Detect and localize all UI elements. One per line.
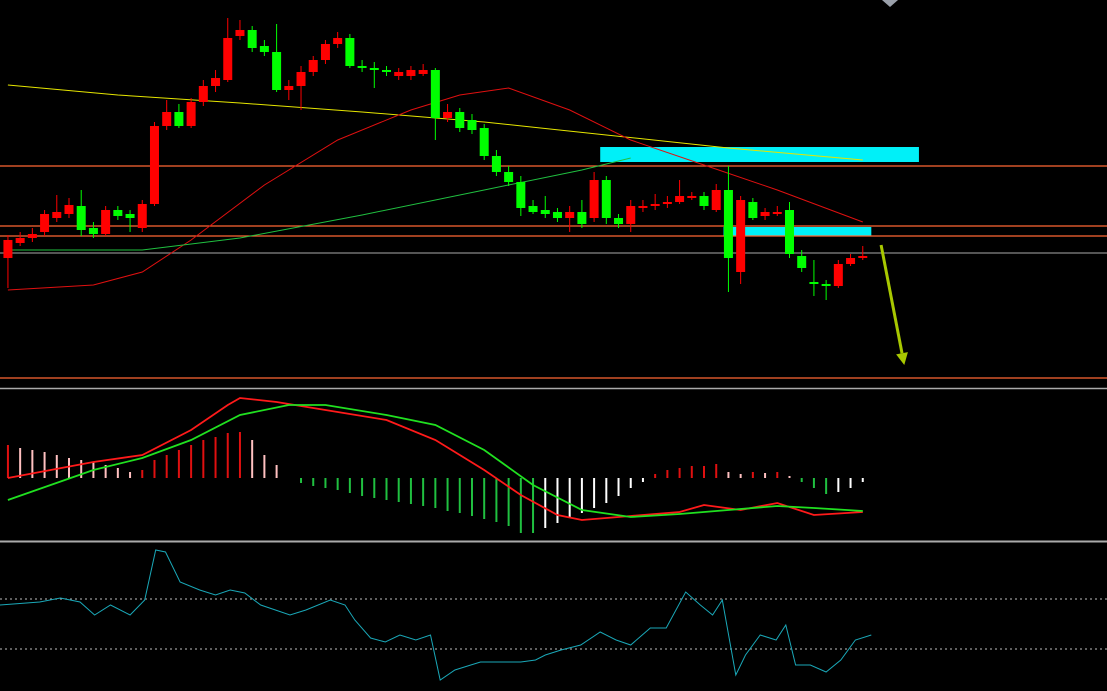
candle-body <box>357 66 367 68</box>
candle-body <box>760 212 770 216</box>
candle-body <box>491 156 501 172</box>
candle-body <box>687 196 697 198</box>
candle-body <box>284 86 294 90</box>
candle-body <box>125 214 135 218</box>
indicator-line <box>7 404 863 518</box>
candle-body <box>430 70 440 118</box>
zone <box>723 227 872 236</box>
candle-body <box>272 52 282 90</box>
candle-body <box>467 120 477 130</box>
candle-body <box>113 210 123 216</box>
candle-body <box>149 126 159 204</box>
candle-body <box>15 238 25 243</box>
candle-body <box>76 206 86 230</box>
candle-body <box>797 256 807 268</box>
candle-body <box>589 180 599 218</box>
candle-body <box>223 38 233 80</box>
candle-body <box>259 46 269 52</box>
moving-average <box>7 84 863 161</box>
candle-body <box>784 210 794 254</box>
candle-body <box>418 70 428 74</box>
candle-body <box>809 282 819 284</box>
candle-body <box>52 212 62 218</box>
candle-body <box>394 72 404 76</box>
candle-body <box>406 70 416 76</box>
oscillator-line <box>0 549 872 681</box>
candle-body <box>333 38 343 44</box>
candle-body <box>296 72 306 86</box>
candle-body <box>479 128 489 156</box>
candle-body <box>772 212 782 214</box>
candle-body <box>174 112 184 126</box>
candle-body <box>382 70 392 72</box>
candle-body <box>3 240 13 258</box>
candle-body <box>650 204 660 206</box>
candle-body <box>858 256 868 258</box>
candle-body <box>723 190 733 258</box>
candle-body <box>504 172 514 182</box>
indicator-line <box>7 397 863 521</box>
candle-body <box>736 200 746 272</box>
candle-body <box>443 112 453 118</box>
candle-body <box>186 102 196 126</box>
candle-body <box>235 30 245 36</box>
candle-body <box>516 182 526 208</box>
candle-body <box>614 218 624 224</box>
candle-body <box>455 112 465 128</box>
candle-body <box>101 210 111 234</box>
candle-body <box>748 202 758 218</box>
candle-body <box>320 44 330 60</box>
candle-body <box>699 196 709 206</box>
candle-body <box>711 190 721 210</box>
candle-body <box>162 112 172 126</box>
candle-body <box>369 68 379 70</box>
candle-body <box>308 60 318 72</box>
arrow-shaft <box>879 244 904 354</box>
candle-body <box>577 212 587 224</box>
candle-body <box>137 204 147 228</box>
candle-body <box>662 202 672 204</box>
candle-body <box>198 86 208 102</box>
candle-body <box>552 212 562 218</box>
candle-body <box>833 264 843 286</box>
candle-body <box>247 30 257 48</box>
candle-body <box>821 284 831 286</box>
candle-body <box>601 180 611 218</box>
candle-body <box>675 196 685 202</box>
candle-body <box>528 206 538 212</box>
candle-body <box>40 214 50 232</box>
candle-body <box>345 38 355 66</box>
corner-marker <box>882 0 898 7</box>
candle-body <box>846 258 856 264</box>
candle-body <box>211 78 221 86</box>
moving-average <box>7 157 631 251</box>
zone <box>600 147 919 162</box>
candle-body <box>565 212 575 218</box>
candle-body <box>64 205 74 214</box>
candle-body <box>638 206 648 208</box>
candle-body <box>27 234 37 238</box>
arrow-head <box>896 352 908 365</box>
candle-body <box>626 206 636 224</box>
candle-body <box>88 228 98 234</box>
candle-body <box>540 210 550 214</box>
